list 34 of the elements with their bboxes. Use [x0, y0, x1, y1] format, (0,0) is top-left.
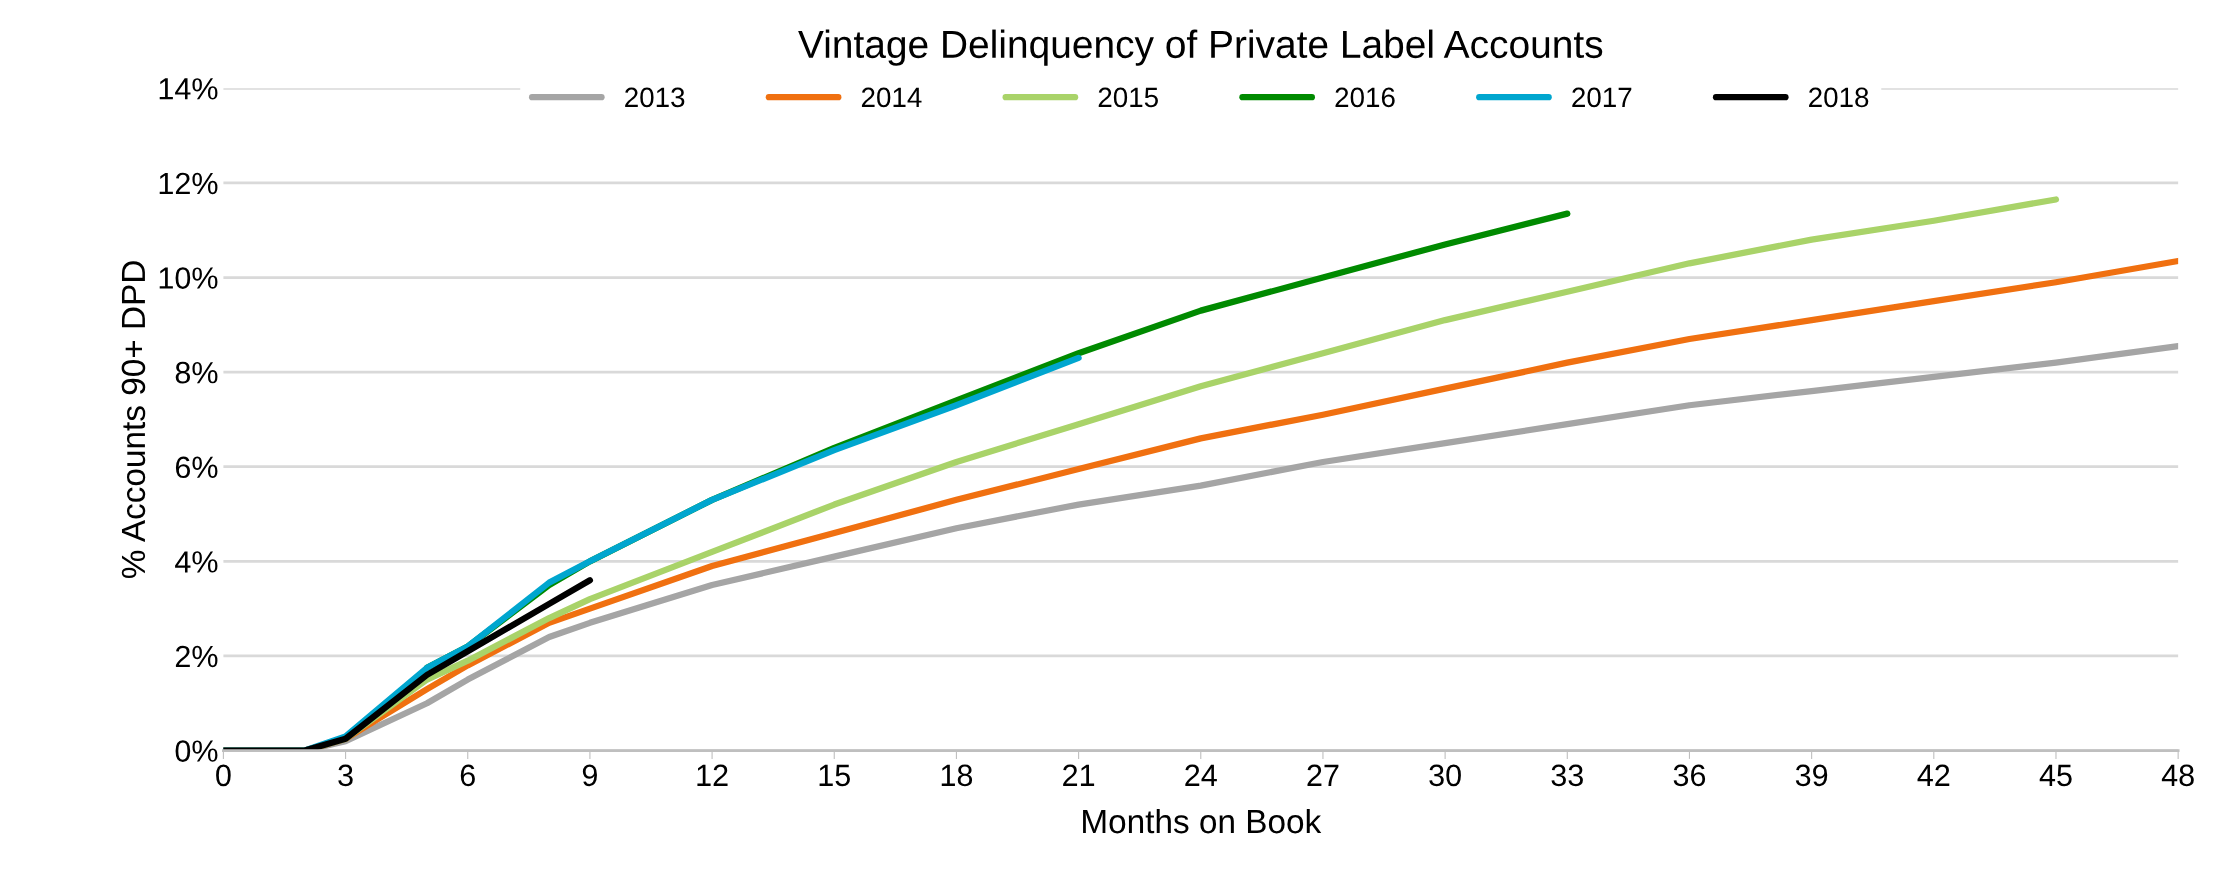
y-tick-label: 8% [175, 361, 218, 384]
x-tick-label: 39 [1795, 764, 1828, 787]
x-tick-label: 9 [582, 764, 597, 787]
x-tick-label: 48 [2161, 764, 2194, 787]
x-tick-label: 12 [697, 764, 728, 786]
x-tick-label: 36 [1673, 764, 1706, 787]
x-tick-label: 24 [1185, 764, 1217, 786]
x-axis-title: Months on Book [1083, 808, 1322, 834]
chart-title: Vintage Delinquency of Private Label Accounts [798, 29, 1603, 66]
legend-label: 2016 [1335, 87, 1395, 108]
x-tick-label: 33 [1551, 764, 1583, 787]
x-tick-label: 42 [1917, 764, 1950, 786]
y-tick-label: 12% [159, 172, 218, 195]
y-tick-label: 0% [175, 740, 218, 762]
y-tick-label: 2% [175, 645, 218, 668]
x-tick-label: 3 [338, 764, 353, 787]
y-tick-label: 14% [159, 78, 218, 100]
y-tick-label: 4% [175, 551, 218, 573]
x-tick-label: 27 [1307, 764, 1339, 786]
legend-label: 2014 [861, 87, 922, 108]
y-tick-label: 10% [159, 267, 218, 289]
x-tick-label: 6 [460, 764, 475, 787]
legend-label: 2015 [1098, 87, 1158, 108]
x-tick-label: 21 [1063, 764, 1095, 786]
x-tick-label: 18 [941, 764, 973, 787]
x-tick-label: 45 [2039, 764, 2072, 787]
legend-label: 2018 [1809, 87, 1869, 108]
legend-label: 2017 [1572, 87, 1632, 108]
legend-label: 2013 [625, 87, 685, 108]
y-tick-label: 6% [175, 456, 218, 479]
x-tick-label: 0 [216, 764, 231, 787]
x-tick-label: 30 [1429, 764, 1461, 787]
y-axis-title: % Accounts 90+ DPD [121, 261, 146, 579]
x-tick-label: 15 [819, 764, 850, 787]
